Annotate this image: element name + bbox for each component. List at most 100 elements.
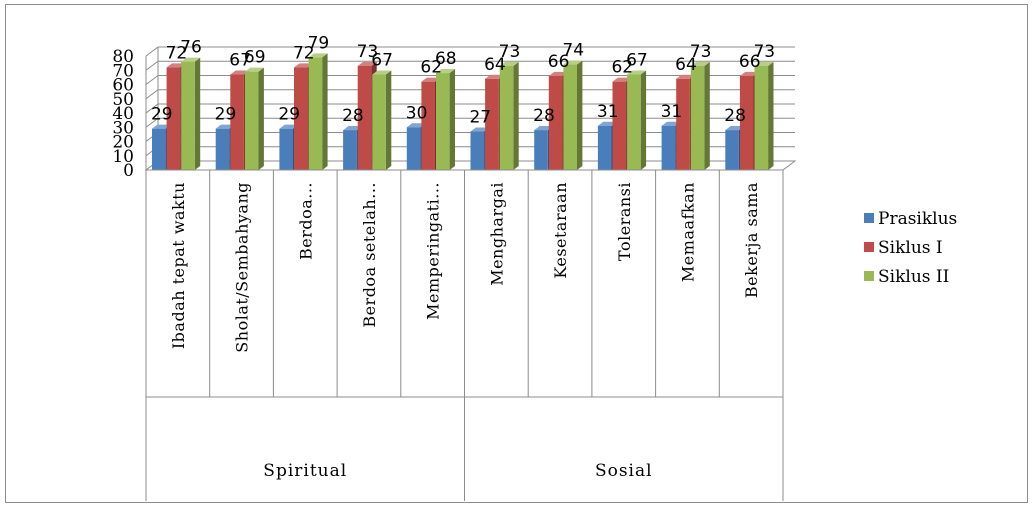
bar-top — [739, 71, 759, 76]
legend-swatch — [864, 271, 874, 281]
bar-siklus-i — [548, 75, 563, 170]
side-gridline — [145, 103, 159, 114]
bar-siklus-i — [421, 81, 435, 170]
legend-item-label: Siklus I — [878, 238, 943, 258]
bar-side — [640, 70, 647, 170]
category-label: Berdoa setelah... — [360, 182, 379, 328]
data-label: 72 — [293, 43, 315, 63]
bar-side — [385, 70, 392, 170]
bar-siklus-i — [357, 65, 372, 170]
y-tick-label: 30 — [112, 118, 134, 138]
bar-siklus-i — [739, 75, 754, 170]
data-label: 64 — [675, 55, 697, 75]
data-label: 73 — [499, 42, 521, 62]
data-label: 62 — [420, 58, 442, 78]
bar-prasiklus — [215, 128, 230, 170]
data-label: 28 — [533, 106, 555, 126]
bar-side — [704, 61, 710, 170]
data-label: 64 — [484, 55, 506, 75]
data-label: 67 — [371, 51, 393, 71]
data-label: 29 — [278, 105, 300, 125]
bar-prasiklus — [279, 128, 293, 170]
bar-top — [166, 63, 186, 68]
bar-siklus-i — [230, 74, 244, 170]
data-label: 74 — [562, 41, 584, 61]
bar-siklus-ii — [372, 74, 386, 170]
bar-prasiklus — [597, 125, 612, 170]
y-tick-label: 60 — [112, 76, 134, 96]
bar-top — [534, 126, 554, 131]
bar-top — [279, 124, 299, 129]
bar-top — [230, 70, 250, 75]
category-label: Toleransi — [615, 182, 634, 261]
bar-top — [294, 63, 313, 68]
data-label: 29 — [151, 105, 173, 125]
bar-top — [725, 126, 745, 131]
y-tick-label: 70 — [112, 61, 134, 81]
bar-prasiklus — [725, 130, 739, 170]
data-label: 62 — [611, 58, 633, 78]
data-label: 29 — [215, 105, 237, 125]
bar-top — [548, 71, 568, 76]
bar-side — [577, 60, 583, 170]
bar-top — [152, 124, 171, 129]
data-label: 73 — [753, 42, 775, 62]
bar-top — [563, 60, 583, 65]
bar-side — [449, 69, 455, 170]
data-label: 67 — [229, 51, 251, 71]
bar-top — [690, 61, 710, 66]
side-gridline — [145, 46, 159, 57]
bar-siklus-ii — [244, 71, 259, 170]
category-label: Kesetaraan — [551, 182, 570, 279]
bar-top — [357, 61, 377, 66]
y-tick-label: 80 — [112, 47, 134, 67]
y-tick-label: 0 — [123, 161, 134, 181]
bar-prasiklus — [152, 128, 166, 170]
category-label: Berdoa... — [296, 182, 315, 260]
data-label: 30 — [406, 103, 428, 123]
bar-siklus-ii — [308, 57, 323, 170]
bar-top — [612, 77, 632, 82]
bar-side — [194, 57, 201, 170]
data-label: 28 — [342, 106, 364, 126]
bar-top — [181, 57, 201, 62]
bar-top — [485, 74, 505, 79]
legend-swatch — [864, 242, 874, 252]
bar-top — [406, 123, 426, 128]
bar-top — [754, 61, 774, 66]
bar-prasiklus — [343, 130, 357, 170]
bar-siklus-ii — [563, 64, 577, 170]
data-label: 69 — [244, 48, 266, 68]
data-label: 73 — [690, 42, 712, 62]
bar-top — [244, 67, 264, 72]
bar-chart: 0102030405060708029727629676929727928736… — [112, 33, 957, 501]
side-gridline — [145, 89, 159, 100]
y-tick-label: 40 — [112, 104, 134, 124]
bar-siklus-ii — [690, 65, 705, 170]
bar-top — [597, 121, 617, 126]
bar-side — [768, 61, 774, 170]
category-label: Sholat/Sembahyang — [233, 182, 252, 353]
y-tick-label: 20 — [112, 133, 134, 153]
group-label: Spiritual — [263, 461, 347, 481]
bar-siklus-i — [612, 81, 627, 170]
category-label: Menghargai — [487, 182, 506, 286]
bar-prasiklus — [661, 125, 676, 170]
data-label: 66 — [739, 52, 761, 72]
data-label: 68 — [435, 49, 457, 69]
legend-item-label: Siklus II — [878, 267, 949, 287]
data-label: 28 — [724, 106, 746, 126]
data-label: 67 — [626, 51, 648, 71]
side-gridline — [145, 117, 159, 128]
chart-frame: 0 10 20 30 40 50 60 70 80 29 72 76 29 67 69 29 72 79 28 73 6… — [5, 4, 1028, 503]
y-tick-label: 10 — [112, 147, 134, 167]
bar-top — [499, 61, 519, 66]
bar-top — [470, 127, 490, 132]
data-label: 66 — [548, 52, 570, 72]
data-label: 31 — [661, 102, 683, 122]
group-label: Sosial — [595, 461, 653, 481]
bar-top — [215, 124, 235, 129]
bar-top — [436, 69, 455, 74]
bar-prasiklus — [470, 131, 485, 170]
legend-item-label: Prasiklus — [878, 209, 957, 229]
